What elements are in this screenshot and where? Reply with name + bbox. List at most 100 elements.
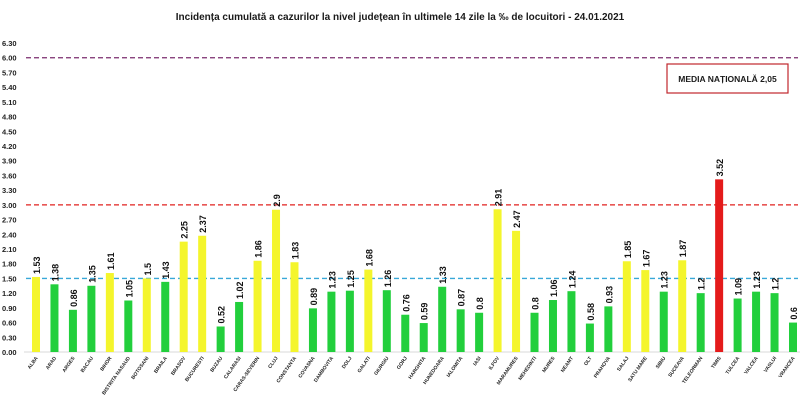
bar-value-label: 1.23 xyxy=(660,271,670,289)
x-tick-label: DAMBOVITA xyxy=(313,355,335,383)
bar-value-label: 1.05 xyxy=(124,280,134,298)
y-tick-label: 4.50 xyxy=(2,127,17,136)
x-tick-label: ARAD xyxy=(45,355,58,371)
bar xyxy=(548,300,557,352)
bar xyxy=(216,326,225,352)
bar-value-label: 1.85 xyxy=(623,241,633,259)
bar xyxy=(50,284,59,352)
bar-value-label: 1.67 xyxy=(641,250,651,268)
bar xyxy=(105,273,114,352)
y-tick-label: 5.70 xyxy=(2,68,17,77)
bar xyxy=(327,291,336,352)
bar-value-label: 3.52 xyxy=(715,159,725,177)
bar-value-label: 1.43 xyxy=(161,261,171,279)
y-tick-label: 3.00 xyxy=(2,201,17,210)
bar xyxy=(87,285,96,352)
bar xyxy=(290,262,299,352)
y-axis: 0.00 0.30 0.60 0.90 1.20 1.50 1.80 2.10 2.40 2.70… xyxy=(2,39,800,357)
bar xyxy=(475,312,484,352)
x-tick-label: BACAU xyxy=(80,355,95,374)
bar xyxy=(235,301,244,352)
y-tick-label: 3.30 xyxy=(2,186,17,195)
bar-value-label: 1.23 xyxy=(752,271,762,289)
y-tick-label: 2.40 xyxy=(2,230,17,239)
x-tick-label: CLUJ xyxy=(267,356,280,370)
x-tick-label: ARGES xyxy=(61,355,76,374)
bar xyxy=(419,323,428,352)
y-tick-label: 6.00 xyxy=(2,54,17,63)
bar-value-label: 1.09 xyxy=(734,278,744,296)
y-tick-label: 6.30 xyxy=(2,39,17,48)
bar xyxy=(604,306,613,352)
bar xyxy=(770,293,779,352)
bar xyxy=(142,278,151,352)
bar-value-label: 1.83 xyxy=(290,242,300,260)
bar-value-label: 0.8 xyxy=(531,297,541,310)
bar-value-label: 2.47 xyxy=(512,210,522,228)
bar xyxy=(530,312,539,352)
bar xyxy=(715,179,724,352)
x-tick-label: VASLUI xyxy=(763,355,779,374)
x-tick-label: SALAJ xyxy=(616,356,630,373)
x-tick-label: CALARASI xyxy=(223,355,243,380)
bar xyxy=(752,291,761,352)
y-tick-label: 3.90 xyxy=(2,157,17,166)
bar-value-label: 1.53 xyxy=(32,256,42,274)
bar xyxy=(493,209,502,352)
bar xyxy=(567,291,576,352)
bar-value-label: 0.89 xyxy=(309,288,319,306)
bar-value-label: 0.87 xyxy=(457,289,467,307)
bar-value-label: 0.93 xyxy=(604,286,614,304)
bar xyxy=(345,290,354,352)
bar-value-label: 1.2 xyxy=(697,278,707,291)
bar xyxy=(253,260,262,352)
y-tick-label: 0.90 xyxy=(2,304,17,313)
y-tick-label: 0.00 xyxy=(2,348,17,357)
bar-value-label: 1.02 xyxy=(235,281,245,299)
bar xyxy=(179,241,188,352)
bar-value-label: 0.52 xyxy=(217,306,227,324)
x-tick-label: SIBIU xyxy=(655,355,668,370)
x-tick-label: GALATI xyxy=(357,355,373,374)
bar-value-label: 1.61 xyxy=(106,253,116,271)
bar-value-label: 1.5 xyxy=(143,263,153,276)
x-tick-label: BRASOV xyxy=(170,355,188,377)
bar-value-label: 0.8 xyxy=(475,297,485,310)
bar-value-label: 1.86 xyxy=(254,240,264,258)
y-tick-label: 2.70 xyxy=(2,216,17,225)
bar xyxy=(512,230,521,352)
bar xyxy=(678,260,687,352)
bar-value-label: 0.86 xyxy=(69,289,79,307)
y-tick-label: 1.50 xyxy=(2,274,17,283)
bar xyxy=(308,308,317,352)
x-tick-label: HARGHITA xyxy=(408,355,428,380)
bar xyxy=(733,298,742,352)
y-tick-label: 3.60 xyxy=(2,171,17,180)
threshold-lines xyxy=(26,57,798,280)
bar-value-label: 0.59 xyxy=(420,303,430,321)
bar-value-label: 2.25 xyxy=(180,221,190,239)
x-tick-label: MURES xyxy=(541,355,557,374)
x-tick-label: IASI xyxy=(472,355,483,367)
bar-value-label: 1.23 xyxy=(327,271,337,289)
national-average-label: MEDIA NAȚIONALĂ 2,05 xyxy=(678,74,777,84)
x-tick-label: IALOMITA xyxy=(446,355,465,378)
x-tick-label: BRAILA xyxy=(153,355,169,374)
bar-value-label: 0.76 xyxy=(401,294,411,312)
bar-value-label: 1.68 xyxy=(364,249,374,267)
bar-value-label: 2.91 xyxy=(494,189,504,207)
bar-value-label: 1.24 xyxy=(567,271,577,289)
bar-value-label: 1.26 xyxy=(383,270,393,288)
x-tick-label: NEAMT xyxy=(560,356,575,374)
bar xyxy=(438,286,447,352)
bar-value-label: 0.58 xyxy=(586,303,596,321)
bar xyxy=(198,235,207,352)
bar-value-label: 1.35 xyxy=(87,265,97,283)
x-tick-label: TULCEA xyxy=(725,355,742,375)
bar-value-label: 2.9 xyxy=(272,194,282,207)
y-tick-label: 4.20 xyxy=(2,142,17,151)
x-tick-label: COVASNA xyxy=(298,355,317,379)
y-tick-label: 4.80 xyxy=(2,113,17,122)
